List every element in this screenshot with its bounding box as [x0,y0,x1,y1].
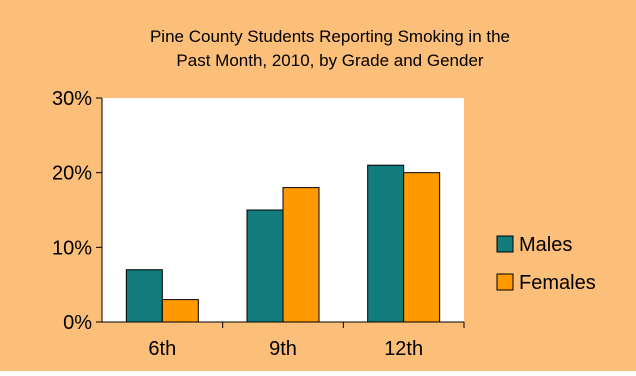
legend-swatch-males [496,235,514,253]
bar-females-6th [161,299,199,323]
y-axis-ticks: 0% 10% 20% 30% [52,88,102,334]
bar-males-9th [246,209,284,323]
bar-females-12th [403,172,441,323]
y-tick-label: 20% [52,163,92,185]
chart-title-line-1: Pine County Students Reporting Smoking i… [150,27,510,46]
legend-label-males: Males [519,234,572,256]
y-tick-label: 30% [52,88,92,110]
legend: Males Females [496,234,596,294]
bars [125,164,441,323]
legend-label-females: Females [519,272,596,294]
bar-females-9th [282,187,320,323]
chart-title-line-2: Past Month, 2010, by Grade and Gender [176,51,483,70]
x-axis-ticks: 6th 9th 12th [148,322,465,360]
y-tick-label: 0% [63,312,92,334]
y-tick-label: 10% [52,237,92,259]
x-tick-label: 6th [148,338,176,360]
bar-males-6th [125,269,163,323]
legend-swatch-females [496,273,514,291]
x-tick-label: 12th [384,338,423,360]
x-tick-label: 9th [269,338,297,360]
bar-males-12th [367,164,405,323]
